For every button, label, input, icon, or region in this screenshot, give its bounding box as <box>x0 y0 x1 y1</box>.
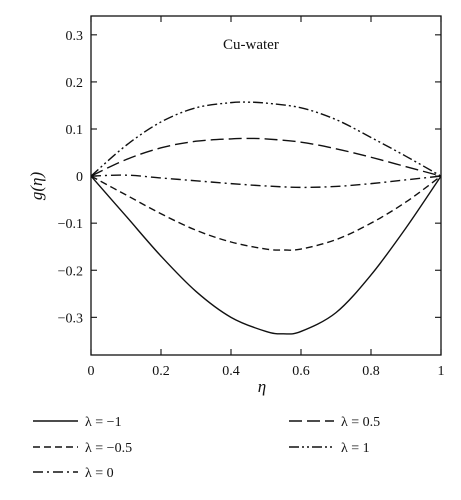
y-tick-label: −0.3 <box>58 311 83 326</box>
y-axis-label: g(η) <box>27 172 46 201</box>
series-line-1 <box>90 175 442 251</box>
chart-annotation: Cu-water <box>223 37 279 53</box>
x-tick-label: 0.8 <box>362 364 380 379</box>
y-tick-label: −0.2 <box>58 264 83 279</box>
series-layer <box>90 101 442 335</box>
x-tick-label: 1 <box>438 364 445 379</box>
x-tick-label: 0.2 <box>152 364 170 379</box>
legend-label-2: λ = 0 <box>85 466 114 481</box>
x-tick-label: 0 <box>88 364 95 379</box>
y-tick-label: 0.2 <box>66 76 84 91</box>
legend-label-3: λ = 0.5 <box>341 415 380 430</box>
series-line-0 <box>90 175 442 335</box>
plot-frame <box>90 15 442 356</box>
y-tick-label: 0.3 <box>66 29 84 44</box>
x-axis-ticks: 0 0.2 0.4 0.6 0.8 1 <box>88 16 445 379</box>
legend-label-0: λ = −1 <box>85 415 122 430</box>
x-axis-label: η <box>258 377 266 396</box>
legend-label-1: λ = −0.5 <box>85 441 132 456</box>
series-line-2 <box>90 174 442 189</box>
x-tick-label: 0.4 <box>222 364 240 379</box>
y-tick-label: −0.1 <box>58 217 83 232</box>
y-tick-label: 0 <box>76 170 83 185</box>
y-tick-label: 0.1 <box>66 123 84 138</box>
legend: λ = −1 λ = −0.5 λ = 0 λ = 0.5 λ = 1 <box>33 415 380 481</box>
series-line-3 <box>90 137 442 177</box>
series-line-4 <box>90 101 442 177</box>
x-tick-label: 0.6 <box>292 364 310 379</box>
legend-label-4: λ = 1 <box>341 441 370 456</box>
y-axis-ticks: −0.3 −0.2 −0.1 0 0.1 0.2 0.3 <box>58 29 441 326</box>
